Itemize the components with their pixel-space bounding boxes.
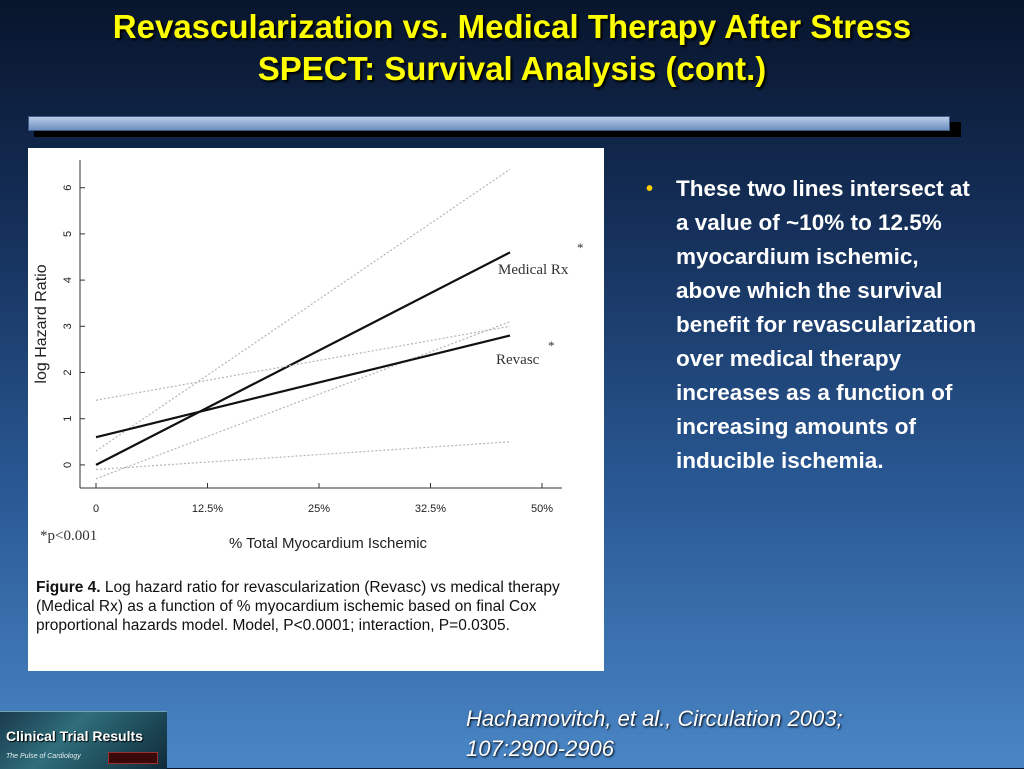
- clinical-trial-results-logo: Clinical Trial Results The Pulse of Card…: [0, 711, 167, 769]
- bullet-item: • These two lines intersect at a value o…: [646, 172, 986, 478]
- x-axis-label: % Total Myocardium Ischemic: [229, 535, 428, 552]
- y-axis-label: log Hazard Ratio: [33, 264, 50, 383]
- y-tick-label: 2: [62, 369, 74, 375]
- figure-caption-text: Log hazard ratio for revascularization (…: [36, 579, 560, 634]
- logo-bar: [108, 752, 158, 764]
- series-marker: *: [548, 338, 555, 353]
- series-line: [95, 334, 511, 439]
- confidence-upper-line: [95, 168, 511, 452]
- series-marker: *: [577, 240, 584, 255]
- bullet-dot-icon: •: [646, 178, 654, 200]
- x-tick-label: 32.5%: [415, 503, 446, 515]
- bullet-text: These two lines intersect at a value of …: [676, 176, 977, 473]
- y-tick-label: 0: [62, 462, 74, 468]
- figure-caption: Figure 4. Log hazard ratio for revascula…: [36, 578, 596, 635]
- x-tick-label: 25%: [308, 503, 330, 515]
- citation-line-1: Hachamovitch, et al., Circulation 2003;: [466, 706, 843, 731]
- slide-title-line-2: SPECT: Survival Analysis (cont.): [257, 50, 767, 87]
- citation: Hachamovitch, et al., Circulation 2003; …: [466, 704, 986, 764]
- x-tick-label: 0: [93, 503, 99, 515]
- figure-panel: 0 1 2 3 4 5 6 0 12.5% 25% 32.5% 50% log Hazard Ratio…: [28, 148, 604, 671]
- figure-caption-label: Figure 4.: [36, 579, 101, 596]
- title-underline-bar: [28, 116, 950, 131]
- logo-text: Clinical Trial Results: [6, 728, 143, 744]
- y-tick-label: 3: [62, 323, 74, 329]
- x-tick-label: 50%: [531, 503, 553, 515]
- hazard-ratio-chart: 0 1 2 3 4 5 6 0 12.5% 25% 32.5% 50% log Hazard Ratio…: [33, 160, 584, 552]
- slide-title: Revascularization vs. Medical Therapy Af…: [20, 6, 1004, 90]
- bullet-list: • These two lines intersect at a value o…: [646, 172, 986, 478]
- footnote-p-value: *p<0.001: [40, 528, 97, 544]
- logo-subtitle: The Pulse of Cardiology: [6, 753, 81, 760]
- series-line: [95, 251, 511, 466]
- y-tick-label: 6: [62, 185, 74, 191]
- series-label: Medical Rx: [498, 262, 569, 278]
- y-tick-label: 1: [62, 416, 74, 422]
- confidence-upper-line: [95, 325, 511, 401]
- confidence-lower-line: [95, 441, 511, 471]
- slide-title-line-1: Revascularization vs. Medical Therapy Af…: [112, 8, 912, 45]
- series-label: Revasc: [496, 352, 540, 368]
- x-tick-label: 12.5%: [192, 503, 223, 515]
- citation-line-2: 107:2900-2906: [466, 736, 615, 761]
- y-tick-label: 5: [62, 231, 74, 237]
- y-tick-label: 4: [62, 277, 74, 283]
- confidence-lower-line: [95, 321, 511, 480]
